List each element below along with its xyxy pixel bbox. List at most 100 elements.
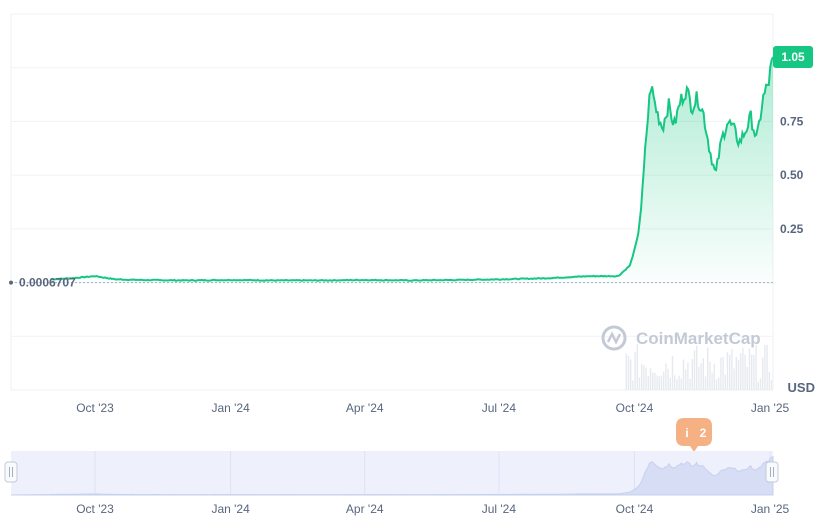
- event-badge[interactable]: i 2: [676, 418, 712, 452]
- volume-bar: [722, 357, 724, 390]
- volume-bar: [680, 378, 682, 390]
- y-tick-label: 0.25: [780, 222, 804, 236]
- volume-bar: [667, 369, 669, 390]
- volume-bar: [704, 376, 707, 390]
- volume-bar: [647, 376, 649, 390]
- volume-bar: [671, 355, 674, 390]
- volume-bar: [748, 348, 751, 390]
- volume-bar: [660, 375, 663, 390]
- volume-bar: [687, 362, 689, 390]
- volume-bar: [674, 375, 676, 390]
- x-tick-label: Jan '25: [751, 401, 790, 415]
- navigator-area: [10, 455, 774, 496]
- navigator-x-tick-label: Oct '23: [76, 502, 114, 516]
- event-badge-shape: [676, 418, 712, 452]
- baseline-dot: [9, 280, 13, 285]
- volume-bar: [678, 375, 680, 390]
- navigator-right-handle[interactable]: [765, 461, 779, 483]
- volume-bar: [755, 344, 757, 390]
- event-count: 2: [700, 426, 707, 440]
- volume-bar: [700, 363, 702, 390]
- volume-bar: [713, 363, 715, 390]
- volume-bar: [757, 381, 759, 390]
- current-price-label: 1.05: [781, 50, 805, 64]
- volume-bar: [766, 344, 768, 390]
- volume-bar: [707, 347, 709, 390]
- navigator-x-tick-label: Oct '24: [616, 502, 654, 516]
- volume-bar: [753, 355, 755, 390]
- volume-bar: [632, 380, 634, 390]
- volume-bar: [751, 354, 753, 390]
- x-tick-label: Apr '24: [346, 401, 384, 415]
- volume-bar: [643, 365, 645, 390]
- volume-bar: [735, 357, 737, 390]
- volume-bar: [682, 359, 685, 390]
- volume-bar: [656, 375, 658, 390]
- range-navigator[interactable]: Oct '23 Jan '24 Apr '24 Jul '24 Oct '24 Jan '…: [4, 451, 790, 516]
- volume-bar: [625, 353, 627, 390]
- current-price-box: [773, 45, 813, 68]
- volume-bar: [711, 372, 713, 390]
- info-icon: i: [685, 426, 688, 440]
- volume-bar: [726, 352, 729, 390]
- navigator-left-handle[interactable]: [4, 461, 18, 483]
- volume-bar: [746, 366, 748, 390]
- x-axis: Oct '23 Jan '24 Apr '24 Jul '24 Oct '24 Jan '…: [76, 401, 789, 415]
- price-area: [50, 57, 774, 283]
- volume-bar: [698, 366, 700, 390]
- volume-bar: [724, 374, 726, 390]
- volume-bar: [685, 369, 687, 390]
- volume-bar: [691, 359, 693, 390]
- navigator-x-tick-label: Jan '25: [751, 502, 790, 516]
- volume-bar: [770, 379, 773, 390]
- volume-bar: [696, 345, 698, 390]
- volume-bar: [731, 348, 733, 390]
- navigator-x-tick-label: Jan '24: [211, 502, 250, 516]
- volume-bars: [625, 344, 773, 390]
- navigator-x-tick-label: Jul '24: [482, 502, 517, 516]
- watermark: CoinMarketCap: [601, 325, 761, 351]
- volume-bar: [663, 371, 665, 390]
- volume-bar: [645, 367, 647, 390]
- volume-bar: [737, 360, 740, 390]
- volume-bar: [702, 358, 704, 390]
- volume-bar: [630, 359, 632, 390]
- y-tick-label: 0.75: [780, 114, 804, 128]
- x-tick-label: Oct '23: [76, 401, 114, 415]
- volume-bar: [718, 377, 720, 390]
- watermark-text: CoinMarketCap: [636, 329, 761, 348]
- volume-bar: [715, 379, 718, 390]
- volume-bar: [641, 364, 643, 390]
- volume-bar: [762, 357, 764, 390]
- y-axis: 0.25 0.50 0.75: [780, 114, 804, 235]
- volume-bar: [764, 344, 766, 390]
- volume-bar: [744, 354, 746, 390]
- y-tick-label: 0.50: [780, 168, 804, 182]
- currency-label: USD: [788, 380, 815, 395]
- volume-bar: [740, 353, 742, 390]
- volume-bar: [689, 379, 691, 390]
- volume-bar: [729, 354, 731, 390]
- volume-bar: [669, 378, 671, 390]
- navigator-x-axis: Oct '23 Jan '24 Apr '24 Jul '24 Oct '24 Jan '…: [76, 502, 789, 516]
- volume-bar: [693, 350, 696, 390]
- baseline-label: 0.0006707: [19, 276, 76, 290]
- price-line: [50, 56, 774, 282]
- x-tick-label: Oct '24: [616, 401, 654, 415]
- volume-bar: [652, 372, 654, 390]
- volume-bar: [634, 352, 636, 390]
- volume-bar: [742, 347, 744, 390]
- current-price-badge: 1.05: [773, 45, 813, 68]
- x-tick-label: Jul '24: [482, 401, 517, 415]
- volume-bar: [676, 379, 678, 390]
- volume-bar: [654, 372, 656, 390]
- volume-bar: [649, 368, 652, 390]
- volume-bar: [627, 355, 630, 390]
- volume-bar: [636, 344, 638, 390]
- volume-bar: [768, 371, 770, 390]
- volume-bar: [733, 368, 735, 390]
- volume-bar: [638, 377, 641, 390]
- volume-bar: [720, 357, 722, 390]
- volume-bar: [658, 376, 660, 390]
